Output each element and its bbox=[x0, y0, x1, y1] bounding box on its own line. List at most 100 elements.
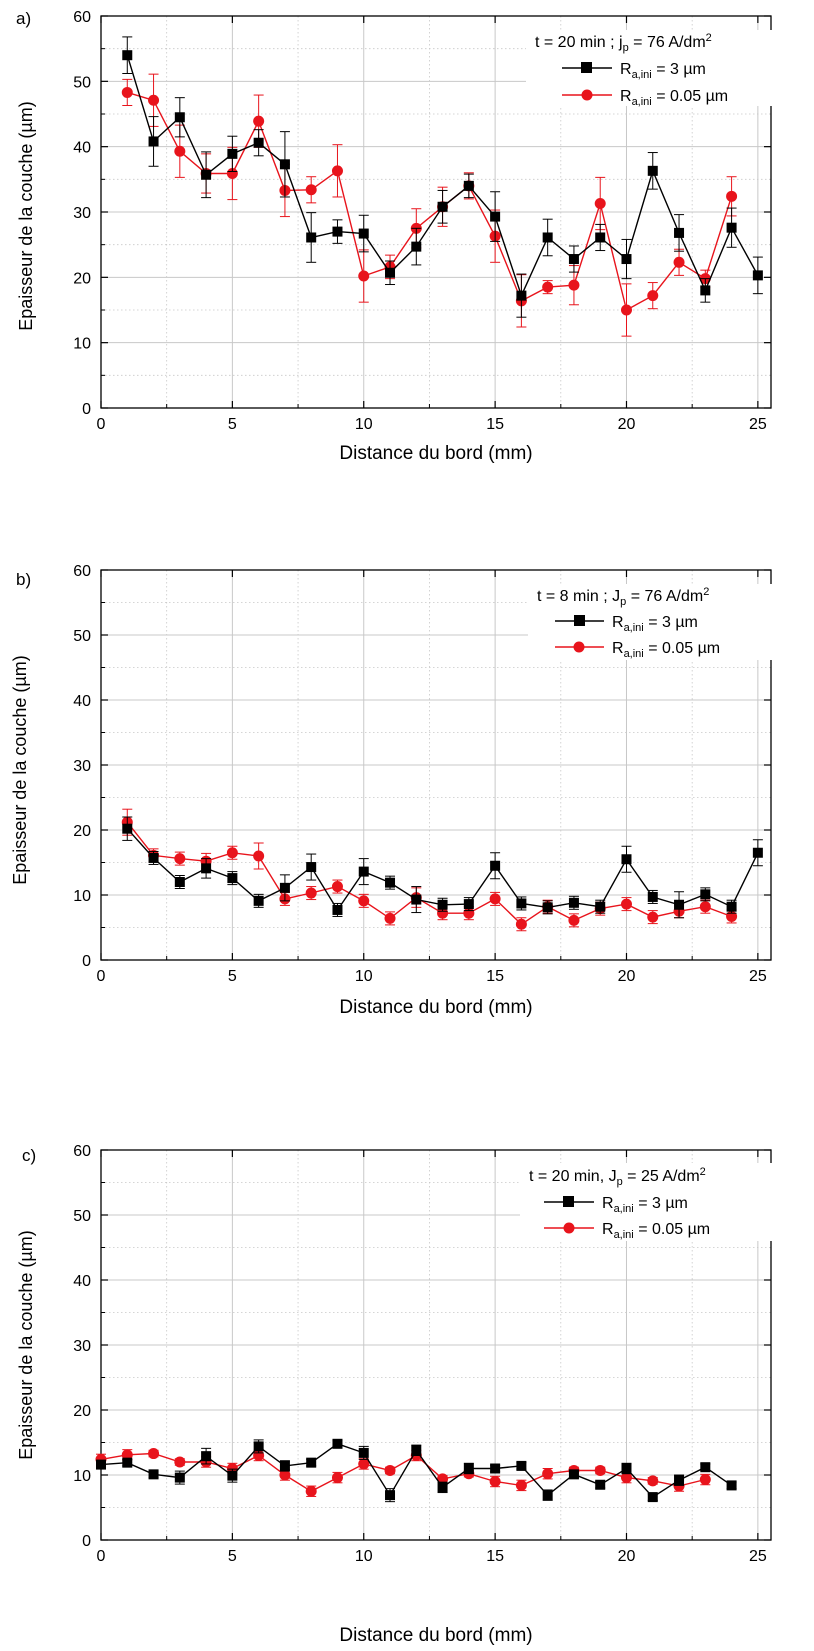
y-tick-label: 0 bbox=[82, 401, 91, 418]
data-point-square bbox=[647, 891, 658, 902]
data-point-square bbox=[148, 136, 159, 147]
series-black bbox=[96, 1438, 737, 1503]
data-point-square bbox=[490, 1463, 501, 1474]
legend-label-black: Ra,ini = 3 µm bbox=[602, 1195, 688, 1215]
x-tick-label: 20 bbox=[618, 416, 636, 433]
legend-marker-circle bbox=[563, 1222, 575, 1234]
panel-b: b) Epaisseur de la couche (µm) Distance … bbox=[10, 563, 796, 1018]
data-point-square bbox=[306, 1457, 317, 1468]
data-point-circle bbox=[226, 847, 238, 859]
data-point-circle bbox=[174, 1456, 186, 1468]
data-point-circle bbox=[594, 1464, 606, 1476]
legend-label-red: Ra,ini = 0.05 µm bbox=[602, 1221, 710, 1241]
data-point-circle bbox=[279, 1469, 291, 1481]
data-point-square bbox=[647, 165, 658, 176]
data-point-square bbox=[148, 1469, 159, 1480]
data-point-square bbox=[358, 1447, 369, 1458]
data-point-circle bbox=[384, 1464, 396, 1476]
data-point-circle bbox=[620, 1472, 632, 1484]
data-point-circle bbox=[148, 1448, 160, 1460]
x-tick-label: 0 bbox=[97, 1548, 106, 1565]
data-point-square bbox=[332, 904, 343, 915]
data-point-circle bbox=[647, 911, 659, 923]
x-tick-label: 0 bbox=[97, 416, 106, 433]
data-point-square bbox=[227, 148, 238, 159]
data-point-square bbox=[253, 137, 264, 148]
condition-label: t = 8 min ; Jp = 76 A/dm2 bbox=[537, 586, 709, 608]
data-point-circle bbox=[726, 190, 738, 202]
data-point-square bbox=[332, 226, 343, 237]
data-point-square bbox=[463, 1463, 474, 1474]
x-axis-title: Distance du bord (mm) bbox=[339, 1625, 532, 1646]
data-point-square bbox=[726, 901, 737, 912]
data-point-square bbox=[568, 897, 579, 908]
data-point-circle bbox=[148, 94, 160, 106]
y-axis-title: Epaisseur de la couche (µm) bbox=[16, 1230, 36, 1459]
data-point-circle bbox=[699, 901, 711, 913]
y-tick-label: 20 bbox=[73, 823, 91, 840]
data-point-square bbox=[201, 1451, 212, 1462]
x-tick-label: 5 bbox=[228, 968, 237, 985]
data-point-circle bbox=[358, 1458, 370, 1470]
data-point-square bbox=[411, 894, 422, 905]
data-point-circle bbox=[489, 1476, 501, 1487]
data-point-square bbox=[201, 863, 212, 874]
data-point-circle bbox=[437, 907, 449, 919]
legend-label-black: Ra,ini = 3 µm bbox=[612, 614, 698, 634]
y-tick-label: 20 bbox=[73, 1403, 91, 1420]
y-tick-label: 30 bbox=[73, 205, 91, 222]
data-point-circle bbox=[647, 1475, 659, 1487]
plot-area: 0 5 10 15 20 25 0 10 20 30 40 50 60 bbox=[73, 563, 772, 985]
panel-a: a) Epaisseur de la couche (µm) Distance … bbox=[16, 9, 798, 464]
data-point-circle bbox=[568, 914, 580, 926]
data-point-square bbox=[490, 860, 501, 871]
panel-c: c) Epaisseur de la couche (µm) Distance … bbox=[16, 1143, 796, 1646]
y-tick-label: 60 bbox=[73, 9, 91, 26]
series-black bbox=[122, 816, 763, 919]
data-point-square bbox=[674, 899, 685, 910]
data-point-square bbox=[621, 254, 632, 265]
data-point-square bbox=[568, 1469, 579, 1480]
data-point-circle bbox=[305, 184, 317, 196]
data-point-square bbox=[516, 290, 527, 301]
x-tick-label: 0 bbox=[97, 968, 106, 985]
data-point-circle bbox=[620, 304, 632, 316]
data-point-square bbox=[279, 159, 290, 170]
plot-area: 0 5 10 15 20 25 0 10 20 30 40 50 60 bbox=[73, 1143, 772, 1565]
panel-letter: a) bbox=[16, 9, 31, 28]
data-point-square bbox=[595, 1479, 606, 1490]
data-point-square bbox=[253, 1441, 264, 1452]
data-point-square bbox=[542, 232, 553, 243]
y-tick-label: 40 bbox=[73, 693, 91, 710]
data-point-square bbox=[227, 1470, 238, 1481]
legend-marker-square bbox=[574, 615, 585, 626]
data-point-circle bbox=[515, 1479, 527, 1491]
data-point-square bbox=[96, 1459, 106, 1470]
legend-marker-square bbox=[581, 62, 592, 73]
data-point-square bbox=[385, 1490, 396, 1501]
data-point-square bbox=[174, 1472, 185, 1483]
y-tick-label: 30 bbox=[73, 1338, 91, 1355]
y-tick-label: 30 bbox=[73, 758, 91, 775]
data-point-circle bbox=[174, 145, 186, 157]
y-tick-label: 0 bbox=[82, 1533, 91, 1550]
data-point-square bbox=[490, 211, 501, 222]
x-tick-label: 25 bbox=[749, 416, 767, 433]
data-point-square bbox=[647, 1492, 658, 1503]
data-point-square bbox=[174, 112, 185, 123]
data-point-square bbox=[621, 854, 632, 865]
legend: t = 20 min ; jp = 76 A/dm2 Ra,ini = 3 µm… bbox=[526, 30, 798, 108]
data-point-circle bbox=[699, 1474, 711, 1486]
data-point-square bbox=[568, 254, 579, 265]
data-point-square bbox=[700, 1462, 711, 1473]
data-point-circle bbox=[358, 895, 370, 907]
data-point-square bbox=[437, 899, 448, 910]
condition-label: t = 20 min, Jp = 25 A/dm2 bbox=[529, 1166, 706, 1188]
data-point-square bbox=[306, 862, 317, 873]
x-tick-label: 10 bbox=[355, 416, 373, 433]
y-axis-title: Epaisseur de la couche (µm) bbox=[16, 101, 36, 330]
data-point-square bbox=[148, 852, 159, 863]
data-point-circle bbox=[620, 898, 632, 910]
y-tick-label: 40 bbox=[73, 140, 91, 157]
y-tick-label: 10 bbox=[73, 1468, 91, 1485]
